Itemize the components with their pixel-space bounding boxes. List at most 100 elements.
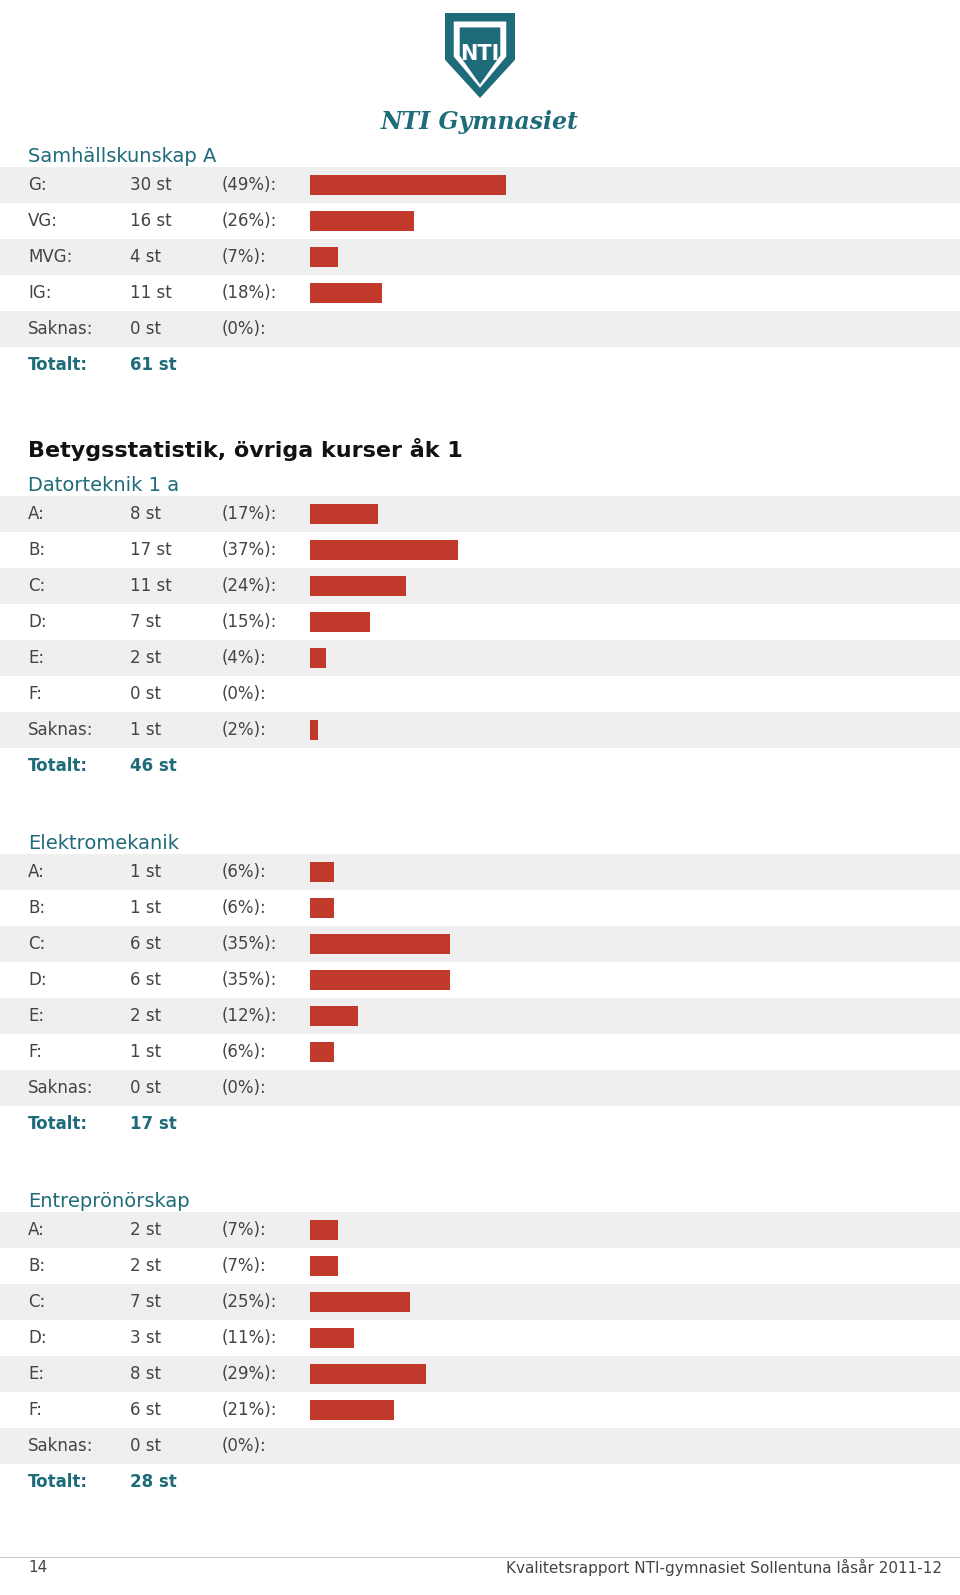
Text: A:: A: bbox=[28, 863, 45, 880]
FancyBboxPatch shape bbox=[0, 1428, 960, 1464]
FancyBboxPatch shape bbox=[310, 861, 334, 882]
FancyBboxPatch shape bbox=[0, 1247, 960, 1284]
FancyBboxPatch shape bbox=[0, 167, 960, 203]
FancyBboxPatch shape bbox=[310, 970, 450, 990]
FancyBboxPatch shape bbox=[0, 605, 960, 640]
FancyBboxPatch shape bbox=[0, 640, 960, 676]
Text: B:: B: bbox=[28, 1257, 45, 1274]
Text: 4 st: 4 st bbox=[130, 247, 161, 266]
Text: 0 st: 0 st bbox=[130, 1437, 161, 1455]
Polygon shape bbox=[460, 27, 500, 85]
FancyBboxPatch shape bbox=[310, 898, 334, 919]
Text: (25%):: (25%): bbox=[222, 1294, 277, 1311]
FancyBboxPatch shape bbox=[310, 576, 406, 597]
FancyBboxPatch shape bbox=[310, 247, 338, 266]
Text: 0 st: 0 st bbox=[130, 321, 161, 338]
FancyBboxPatch shape bbox=[310, 1006, 358, 1026]
FancyBboxPatch shape bbox=[0, 568, 960, 605]
Text: IG:: IG: bbox=[28, 284, 52, 301]
Text: Totalt:: Totalt: bbox=[28, 1474, 88, 1491]
Text: 28 st: 28 st bbox=[130, 1474, 177, 1491]
Polygon shape bbox=[454, 21, 506, 88]
Text: (7%):: (7%): bbox=[222, 1257, 267, 1274]
Text: (15%):: (15%): bbox=[222, 612, 277, 632]
Text: 6 st: 6 st bbox=[130, 971, 161, 989]
Text: 8 st: 8 st bbox=[130, 1365, 161, 1383]
FancyBboxPatch shape bbox=[0, 1321, 960, 1356]
Text: Saknas:: Saknas: bbox=[28, 321, 93, 338]
Text: 2 st: 2 st bbox=[130, 1006, 161, 1026]
Text: A:: A: bbox=[28, 506, 45, 523]
FancyBboxPatch shape bbox=[310, 612, 370, 632]
Text: B:: B: bbox=[28, 900, 45, 917]
Text: (11%):: (11%): bbox=[222, 1329, 277, 1348]
Text: Betygsstatistik, övriga kurser åk 1: Betygsstatistik, övriga kurser åk 1 bbox=[28, 439, 463, 461]
FancyBboxPatch shape bbox=[0, 962, 960, 998]
Text: C:: C: bbox=[28, 935, 45, 952]
FancyBboxPatch shape bbox=[310, 1364, 426, 1384]
Text: NTI: NTI bbox=[461, 43, 499, 64]
FancyBboxPatch shape bbox=[0, 1070, 960, 1105]
Text: 1 st: 1 st bbox=[130, 721, 161, 738]
Text: (35%):: (35%): bbox=[222, 935, 277, 952]
Text: (0%):: (0%): bbox=[222, 684, 267, 703]
FancyBboxPatch shape bbox=[310, 541, 458, 560]
Text: G:: G: bbox=[28, 175, 47, 195]
Text: (0%):: (0%): bbox=[222, 321, 267, 338]
FancyBboxPatch shape bbox=[0, 533, 960, 568]
FancyBboxPatch shape bbox=[0, 890, 960, 927]
Text: (26%):: (26%): bbox=[222, 212, 277, 230]
FancyBboxPatch shape bbox=[0, 1284, 960, 1321]
Text: (0%):: (0%): bbox=[222, 1078, 267, 1097]
FancyBboxPatch shape bbox=[310, 504, 378, 525]
Text: 0 st: 0 st bbox=[130, 1078, 161, 1097]
Polygon shape bbox=[445, 13, 515, 97]
Text: 2 st: 2 st bbox=[130, 649, 161, 667]
Text: 8 st: 8 st bbox=[130, 506, 161, 523]
Text: 2 st: 2 st bbox=[130, 1257, 161, 1274]
Text: (18%):: (18%): bbox=[222, 284, 277, 301]
Text: F:: F: bbox=[28, 1043, 42, 1061]
Text: 6 st: 6 st bbox=[130, 935, 161, 952]
Text: 7 st: 7 st bbox=[130, 612, 161, 632]
FancyBboxPatch shape bbox=[0, 274, 960, 311]
Text: Totalt:: Totalt: bbox=[28, 758, 88, 775]
Text: Saknas:: Saknas: bbox=[28, 1437, 93, 1455]
FancyBboxPatch shape bbox=[0, 711, 960, 748]
FancyBboxPatch shape bbox=[310, 1220, 338, 1239]
Text: Samhällskunskap A: Samhällskunskap A bbox=[28, 147, 216, 166]
FancyBboxPatch shape bbox=[0, 496, 960, 533]
Text: (35%):: (35%): bbox=[222, 971, 277, 989]
Text: 1 st: 1 st bbox=[130, 1043, 161, 1061]
Text: Entreprönörskap: Entreprönörskap bbox=[28, 1191, 190, 1211]
Text: (6%):: (6%): bbox=[222, 900, 267, 917]
FancyBboxPatch shape bbox=[310, 211, 414, 231]
Text: C:: C: bbox=[28, 1294, 45, 1311]
FancyBboxPatch shape bbox=[310, 175, 506, 195]
Text: (17%):: (17%): bbox=[222, 506, 277, 523]
Text: F:: F: bbox=[28, 684, 42, 703]
Text: E:: E: bbox=[28, 1006, 44, 1026]
Text: Totalt:: Totalt: bbox=[28, 1115, 88, 1132]
Text: (7%):: (7%): bbox=[222, 247, 267, 266]
Text: (29%):: (29%): bbox=[222, 1365, 277, 1383]
Text: Elektromekanik: Elektromekanik bbox=[28, 834, 179, 853]
FancyBboxPatch shape bbox=[310, 648, 326, 668]
Text: A:: A: bbox=[28, 1222, 45, 1239]
FancyBboxPatch shape bbox=[310, 1329, 354, 1348]
FancyBboxPatch shape bbox=[0, 676, 960, 711]
Text: 17 st: 17 st bbox=[130, 1115, 177, 1132]
Text: (6%):: (6%): bbox=[222, 863, 267, 880]
FancyBboxPatch shape bbox=[0, 853, 960, 890]
Text: (49%):: (49%): bbox=[222, 175, 277, 195]
Text: (2%):: (2%): bbox=[222, 721, 267, 738]
Text: 17 st: 17 st bbox=[130, 541, 172, 558]
FancyBboxPatch shape bbox=[310, 1042, 334, 1062]
Text: 1 st: 1 st bbox=[130, 900, 161, 917]
Text: (4%):: (4%): bbox=[222, 649, 267, 667]
FancyBboxPatch shape bbox=[0, 1392, 960, 1428]
Text: 3 st: 3 st bbox=[130, 1329, 161, 1348]
Text: Saknas:: Saknas: bbox=[28, 1078, 93, 1097]
FancyBboxPatch shape bbox=[0, 998, 960, 1034]
Text: D:: D: bbox=[28, 971, 47, 989]
